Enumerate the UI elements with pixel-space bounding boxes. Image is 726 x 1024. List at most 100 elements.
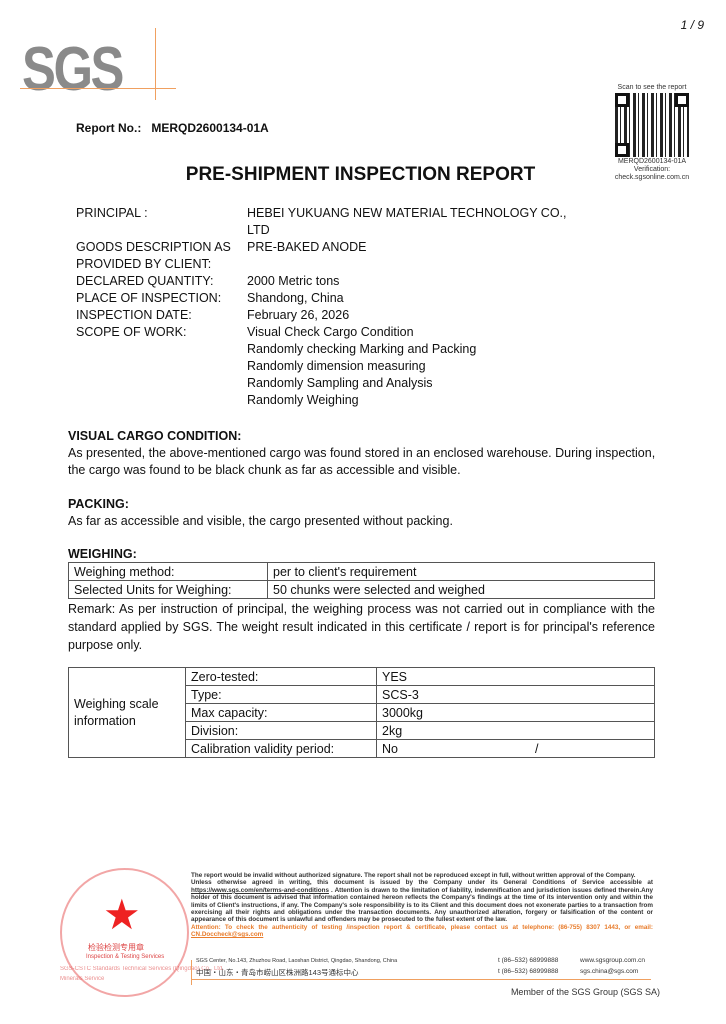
info-row: PRINCIPAL : HEBEI YUKUANG NEW MATERIAL TE… [76, 205, 587, 239]
scale-table: Weighing scale information Zero-tested: YE… [68, 667, 655, 758]
info-row: INSPECTION DATE: February 26, 2026 [76, 307, 587, 324]
table-row: Type: SCS-3 [69, 685, 655, 704]
info-row: Randomly Sampling and Analysis [76, 375, 587, 392]
qr-site: check.sgsonline.com.cn [614, 174, 690, 181]
page-title: PRE-SHIPMENT INSPECTION REPORT [0, 164, 726, 186]
info-row: Randomly checking Marking and Packing [76, 341, 587, 358]
visual-section: VISUAL CARGO CONDITION: As presented, the… [68, 428, 658, 479]
cell: per to client's requirement [267, 562, 655, 581]
disclaimer: The report would be invalid without auth… [191, 872, 636, 879]
weighing-remark: Remark: As per instruction of principal,… [68, 602, 655, 652]
conditions-more: . Attention is drawn to the limitation o… [191, 886, 653, 924]
info-label [76, 341, 247, 358]
seal-division: Minerals Service [60, 976, 105, 982]
report-number-label: Report No.: [76, 121, 142, 135]
cell: / [435, 739, 655, 758]
email-link[interactable]: sgs.china@sgs.com [580, 968, 639, 975]
packing-text: As far as accessible and visible, the ca… [68, 514, 453, 528]
info-row: GOODS DESCRIPTION AS PROVIDED BY CLIENT:… [76, 239, 587, 273]
info-value: Shandong, China [247, 291, 344, 305]
doccheck-email[interactable]: CN.Doccheck@sgs.com [191, 931, 264, 939]
weighing-heading: WEIGHING: [68, 546, 658, 563]
info-value: HEBEI YUKUANG NEW MATERIAL TECHNOLOGY CO… [247, 206, 567, 237]
info-label [76, 392, 247, 409]
qr-code-icon[interactable] [615, 93, 689, 157]
report-number: Report No.: MERQD2600134-01A [76, 121, 269, 135]
info-row: PLACE OF INSPECTION: Shandong, China [76, 290, 587, 307]
cell: 3000kg [376, 703, 655, 722]
qr-code-text: MERQD2600134-01A [617, 158, 687, 165]
packing-section: PACKING: As far as accessible and visible… [68, 496, 658, 530]
cell: Max capacity: [185, 703, 377, 722]
cell: Zero-tested: [185, 667, 377, 686]
scale-group-label: Weighing scale information [68, 667, 186, 758]
cell: Division: [185, 721, 377, 740]
info-value: February 26, 2026 [247, 308, 350, 322]
cell: 50 chunks were selected and weighed [267, 580, 655, 599]
info-row: DECLARED QUANTITY: 2000 Metric tons [76, 273, 587, 290]
info-row: SCOPE OF WORK: Visual Check Cargo Conditi… [76, 324, 587, 341]
cell: Selected Units for Weighing: [68, 580, 268, 599]
table-row: Weighing method: per to client's requirem… [68, 562, 655, 581]
info-label [76, 358, 247, 375]
info-row: Randomly Weighing [76, 392, 587, 409]
info-value: Randomly Weighing [247, 393, 359, 407]
info-value: 2000 Metric tons [247, 274, 340, 288]
page-number: 1 / 9 [680, 18, 704, 32]
seal-star-icon: ★ [103, 891, 141, 938]
attention-text: Attention: To check the authenticity of … [191, 923, 653, 931]
info-label: INSPECTION DATE: [76, 308, 192, 322]
qr-caption: Scan to see the report [617, 84, 687, 91]
info-row: Randomly dimension measuring [76, 358, 587, 375]
info-label: PLACE OF INSPECTION: [76, 291, 222, 305]
footer-line-vertical [191, 960, 192, 985]
info-value: Randomly dimension measuring [247, 359, 426, 373]
cell: No [376, 739, 435, 758]
seal-en: Inspection & Testing Services [86, 954, 165, 960]
table-row: Max capacity: 3000kg [69, 703, 655, 722]
cell: 2kg [376, 721, 655, 740]
website-link[interactable]: www.sgsgroup.com.cn [580, 957, 646, 964]
address-en: SGS Center, No.143, Zhuzhou Road, Laosha… [196, 958, 398, 964]
info-label: GOODS DESCRIPTION AS PROVIDED BY CLIENT: [76, 240, 231, 271]
info-label: DECLARED QUANTITY: [76, 274, 214, 288]
info-label [76, 375, 247, 392]
qr-verification: Verification: [633, 166, 671, 173]
cell: Calibration validity period: [185, 739, 377, 758]
terms-link[interactable]: https://www.sgs.com/en/terms-and-conditi… [191, 886, 329, 894]
packing-heading: PACKING: [68, 497, 129, 511]
footer-line [191, 979, 651, 980]
info-list: PRINCIPAL : HEBEI YUKUANG NEW MATERIAL TE… [76, 205, 587, 409]
weighing-heading-text: WEIGHING: [68, 547, 137, 561]
report-number-value: MERQD2600134-01A [151, 121, 269, 135]
logo-line-horizontal [20, 88, 176, 89]
logo-line-vertical [155, 28, 156, 100]
info-value: Visual Check Cargo Condition [247, 325, 414, 339]
telephone: t (86–532) 68999888 [498, 957, 559, 964]
info-value: Randomly checking Marking and Packing [247, 342, 477, 356]
seal-sub: 检验检测专用章 [88, 943, 144, 952]
info-label: SCOPE OF WORK: [76, 325, 187, 339]
table-row: Selected Units for Weighing: 50 chunks we… [68, 580, 655, 599]
cell: YES [376, 667, 655, 686]
visual-heading: VISUAL CARGO CONDITION: [68, 429, 242, 443]
cell: SCS-3 [376, 685, 655, 704]
member-text: Member of the SGS Group (SGS SA) [510, 987, 660, 997]
cell: Weighing method: [68, 562, 268, 581]
visual-text: As presented, the above-mentioned cargo … [68, 446, 656, 477]
title-text: PRE-SHIPMENT INSPECTION REPORT [185, 164, 536, 185]
info-label: PRINCIPAL : [76, 206, 148, 220]
sgs-logo: SGS [22, 35, 124, 104]
qr-block: Scan to see the report MERQD2600134-01A … [612, 84, 692, 182]
table-row: Division: 2kg [69, 721, 655, 740]
company-seal [60, 868, 189, 997]
cell: Type: [185, 685, 377, 704]
seal-company: SGS-CSTC Standards Technical Services (Q… [60, 966, 224, 972]
telephone: t (86–532) 68999888 [498, 968, 559, 975]
weighing-table: Weighing method: per to client's requirem… [68, 562, 655, 599]
conditions: Unless otherwise agreed in writing, this… [191, 879, 653, 887]
table-row: Calibration validity period: No / [69, 739, 655, 758]
address-cn: 中国・山东・青岛市崂山区株洲路143号通标中心 [196, 968, 359, 977]
info-value: PRE-BAKED ANODE [247, 240, 367, 254]
